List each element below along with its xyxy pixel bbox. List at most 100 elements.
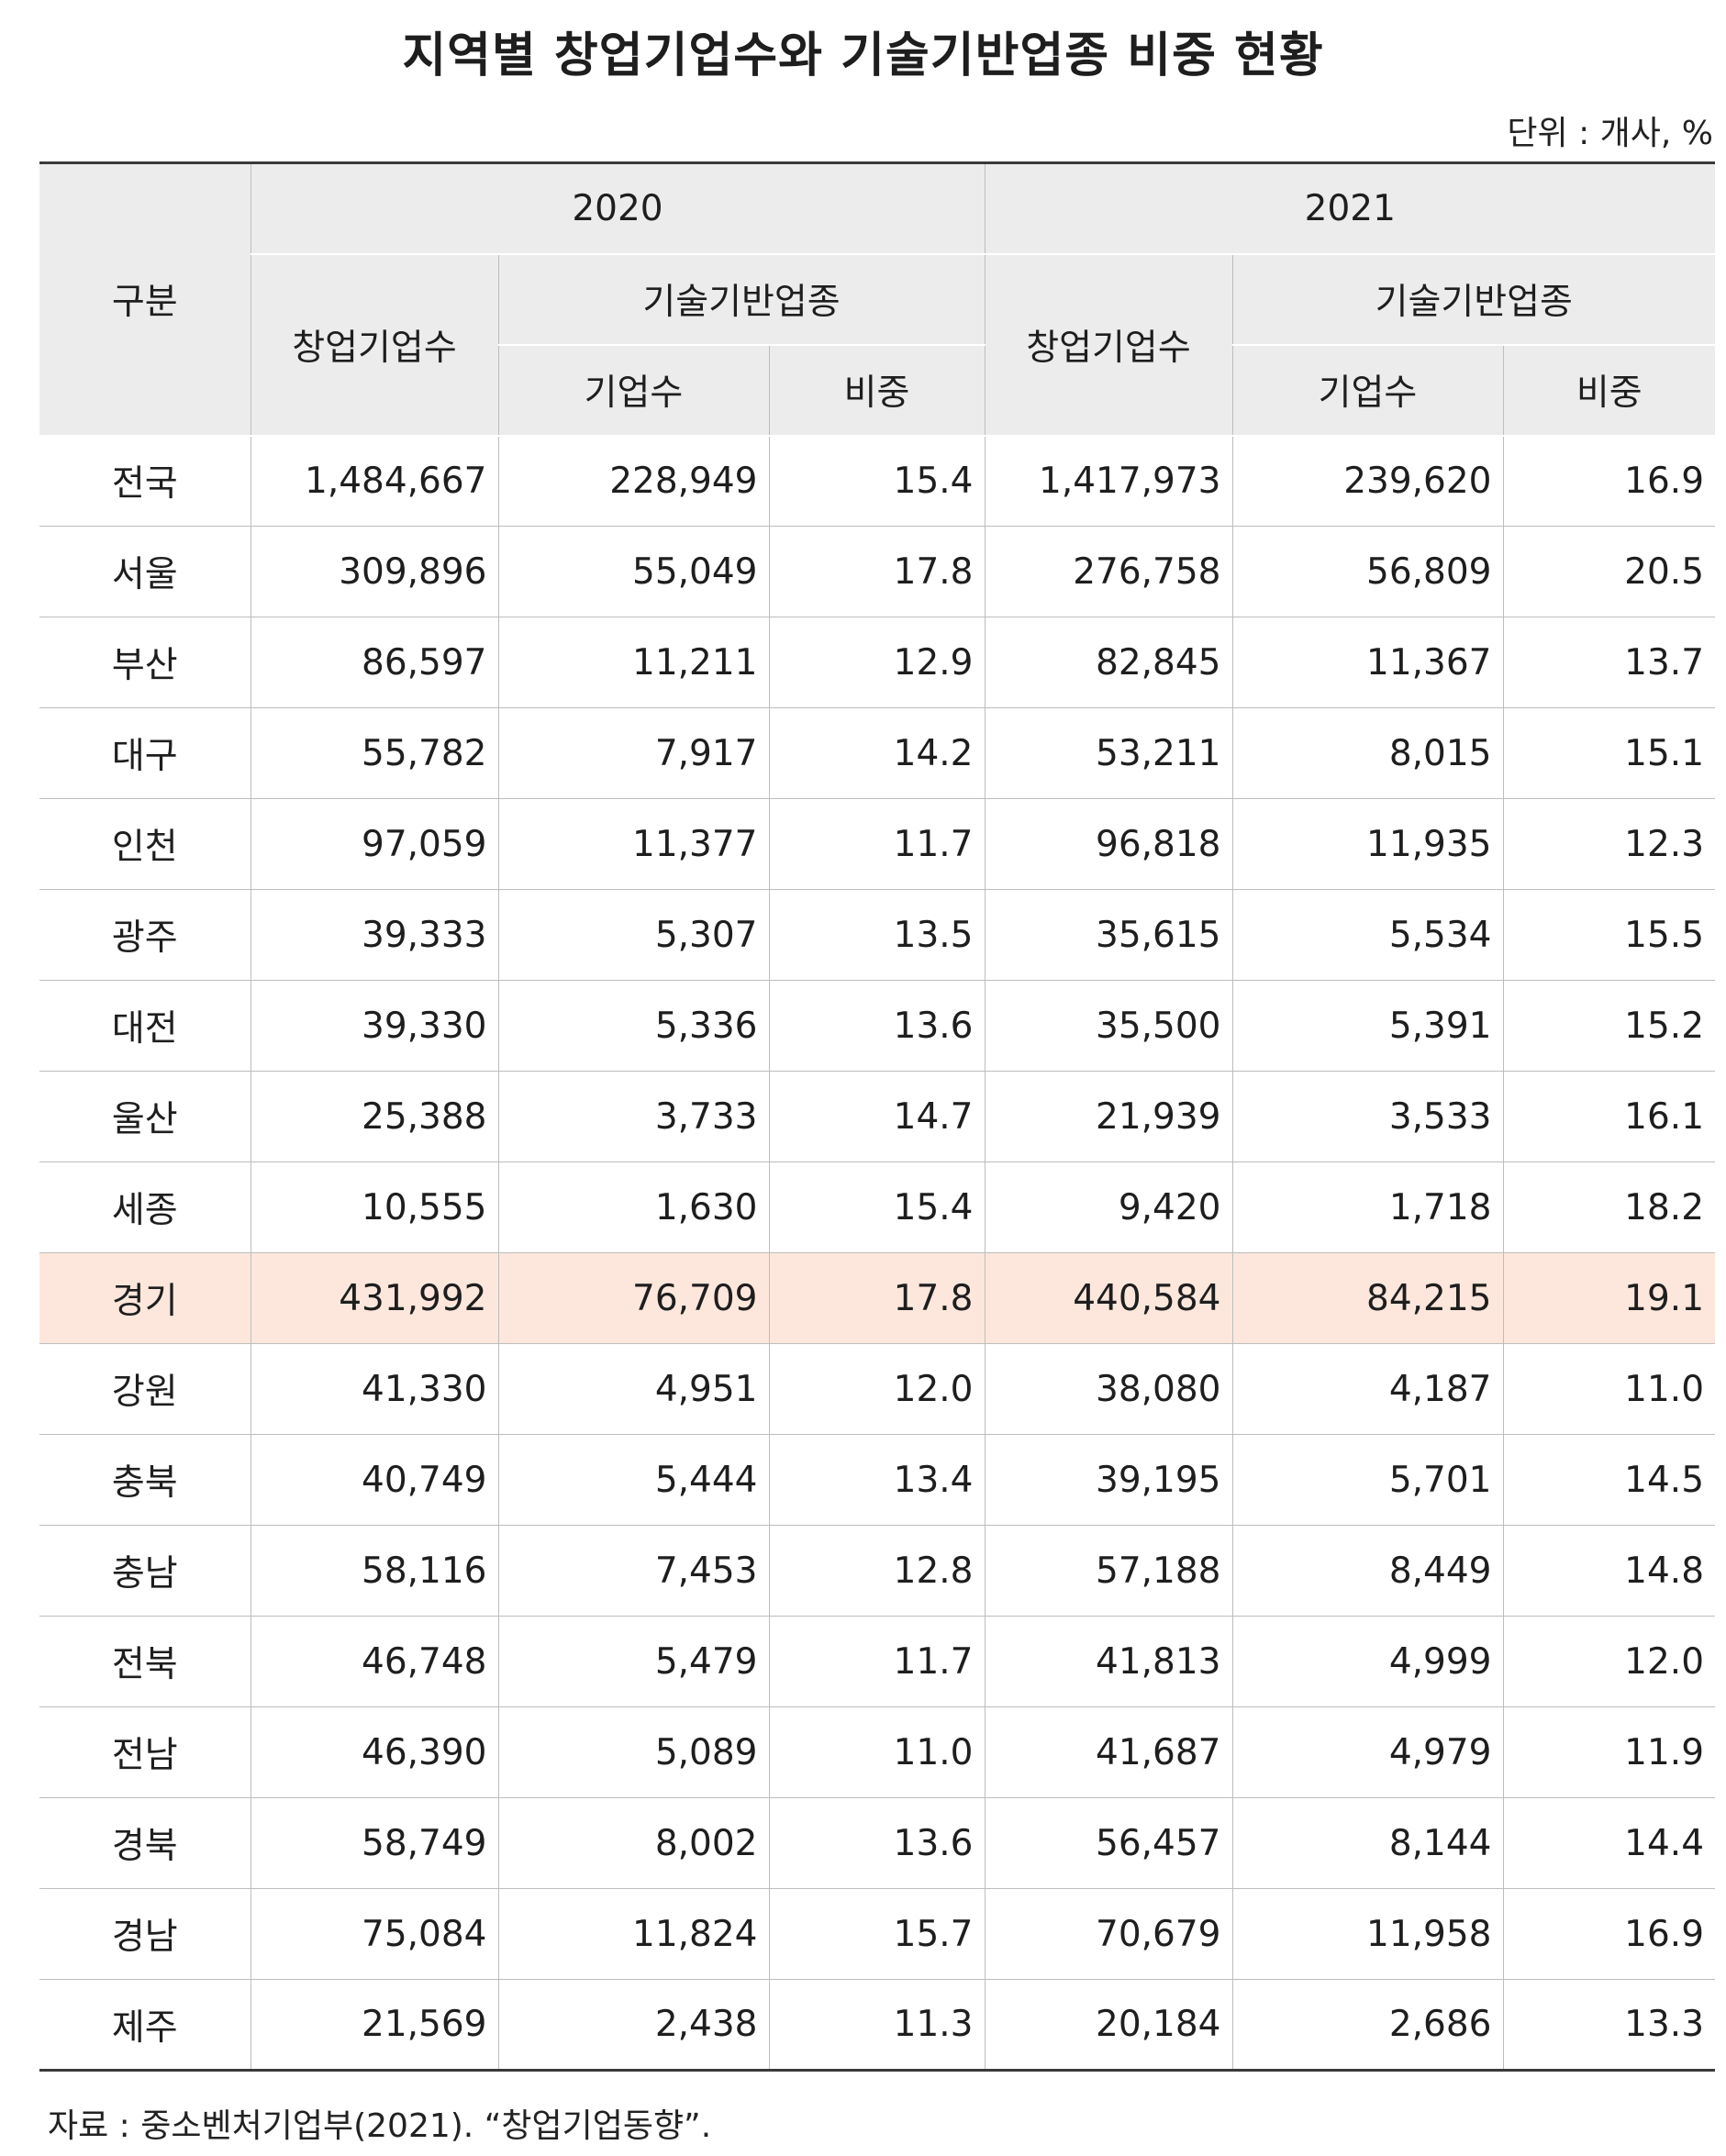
region-cell: 강원 — [39, 1343, 251, 1435]
tech-share-2020-cell: 14.7 — [768, 1071, 985, 1162]
startups-2021-cell: 96,818 — [984, 798, 1232, 890]
tech-companies-2021-cell: 11,958 — [1231, 1888, 1503, 1980]
startups-2021-cell: 276,758 — [984, 526, 1232, 617]
table-row: 세종 10,555 1,630 15.4 9,420 1,718 18.2 — [39, 1161, 1716, 1253]
table-row: 전남 46,390 5,089 11.0 41,687 4,979 11.9 — [39, 1706, 1716, 1798]
startups-2021-cell: 39,195 — [984, 1434, 1232, 1526]
tech-share-2021-cell: 12.0 — [1502, 1616, 1716, 1707]
tech-companies-2021-cell: 8,015 — [1231, 707, 1503, 799]
table-header: 구분 2020 2021 창업기업수 기술기반업종 창업기업수 기술기반업종 기… — [39, 161, 1716, 437]
tech-share-2021-cell: 16.1 — [1502, 1071, 1716, 1162]
startups-2021-cell: 440,584 — [984, 1252, 1232, 1344]
table-row: 인천 97,059 11,377 11.7 96,818 11,935 12.3 — [39, 798, 1716, 890]
tech-share-2021-cell: 16.9 — [1502, 435, 1716, 527]
header-year-2021: 2021 — [984, 161, 1716, 255]
tech-companies-2021-cell: 5,391 — [1231, 980, 1503, 1072]
startups-2020-cell: 39,330 — [250, 980, 498, 1072]
region-cell: 제주 — [39, 1979, 251, 2072]
startups-2021-cell: 57,188 — [984, 1525, 1232, 1617]
tech-companies-2021-cell: 8,449 — [1231, 1525, 1503, 1617]
tech-companies-2021-cell: 4,999 — [1231, 1616, 1503, 1707]
unit-label: 단위 : 개사, % — [1507, 115, 1713, 152]
tech-share-2020-cell: 11.7 — [768, 798, 985, 890]
tech-companies-2020-cell: 5,089 — [497, 1706, 769, 1798]
tech-share-2020-cell: 15.4 — [768, 435, 985, 527]
page-title: 지역별 창업기업수와 기술기반업종 비중 현황 — [402, 28, 1324, 83]
startups-2020-cell: 10,555 — [250, 1161, 498, 1253]
startups-2020-cell: 55,782 — [250, 707, 498, 799]
startups-2021-cell: 20,184 — [984, 1979, 1232, 2072]
table-row: 충북 40,749 5,444 13.4 39,195 5,701 14.5 — [39, 1434, 1716, 1526]
tech-companies-2021-cell: 11,367 — [1231, 617, 1503, 708]
header-companies-2021: 기업수 — [1231, 344, 1503, 437]
tech-companies-2021-cell: 84,215 — [1231, 1252, 1503, 1344]
tech-share-2021-cell: 15.1 — [1502, 707, 1716, 799]
tech-share-2020-cell: 17.8 — [768, 526, 985, 617]
startups-2020-cell: 58,116 — [250, 1525, 498, 1617]
tech-companies-2020-cell: 5,336 — [497, 980, 769, 1072]
tech-share-2021-cell: 11.0 — [1502, 1343, 1716, 1435]
tech-companies-2020-cell: 228,949 — [497, 435, 769, 527]
tech-companies-2020-cell: 11,211 — [497, 617, 769, 708]
tech-companies-2021-cell: 5,534 — [1231, 889, 1503, 981]
tech-companies-2021-cell: 5,701 — [1231, 1434, 1503, 1526]
tech-share-2021-cell: 20.5 — [1502, 526, 1716, 617]
region-cell: 경남 — [39, 1888, 251, 1980]
startups-2020-cell: 1,484,667 — [250, 435, 498, 527]
region-cell: 대구 — [39, 707, 251, 799]
header-share-2021: 비중 — [1502, 344, 1716, 437]
table-row: 경북 58,749 8,002 13.6 56,457 8,144 14.4 — [39, 1797, 1716, 1889]
source-note: 자료 : 중소벤처기업부(2021). “창업기업동향”. — [48, 2107, 712, 2145]
tech-companies-2020-cell: 11,377 — [497, 798, 769, 890]
tech-share-2021-cell: 11.9 — [1502, 1706, 1716, 1798]
tech-companies-2021-cell: 4,187 — [1231, 1343, 1503, 1435]
region-cell: 부산 — [39, 617, 251, 708]
region-cell: 경북 — [39, 1797, 251, 1889]
tech-share-2020-cell: 15.4 — [768, 1161, 985, 1253]
region-cell: 전국 — [39, 435, 251, 527]
startups-2021-cell: 38,080 — [984, 1343, 1232, 1435]
tech-share-2020-cell: 13.4 — [768, 1434, 985, 1526]
table-row: 경기 431,992 76,709 17.8 440,584 84,215 19.1 — [39, 1252, 1716, 1344]
tech-companies-2020-cell: 5,479 — [497, 1616, 769, 1707]
table-body: 전국 1,484,667 228,949 15.4 1,417,973 239,620 16… — [39, 435, 1716, 2072]
region-cell: 인천 — [39, 798, 251, 890]
region-cell: 충남 — [39, 1525, 251, 1617]
startups-2020-cell: 46,748 — [250, 1616, 498, 1707]
table-row: 제주 21,569 2,438 11.3 20,184 2,686 13.3 — [39, 1979, 1716, 2072]
tech-share-2021-cell: 13.3 — [1502, 1979, 1716, 2072]
tech-share-2021-cell: 14.5 — [1502, 1434, 1716, 1526]
tech-share-2021-cell: 15.2 — [1502, 980, 1716, 1072]
table-row: 대전 39,330 5,336 13.6 35,500 5,391 15.2 — [39, 980, 1716, 1072]
tech-companies-2021-cell: 56,809 — [1231, 526, 1503, 617]
tech-companies-2021-cell: 1,718 — [1231, 1161, 1503, 1253]
table-row: 강원 41,330 4,951 12.0 38,080 4,187 11.0 — [39, 1343, 1716, 1435]
table-row: 서울 309,896 55,049 17.8 276,758 56,809 20.5 — [39, 526, 1716, 617]
tech-share-2020-cell: 11.7 — [768, 1616, 985, 1707]
tech-companies-2021-cell: 239,620 — [1231, 435, 1503, 527]
startups-2021-cell: 82,845 — [984, 617, 1232, 708]
region-cell: 광주 — [39, 889, 251, 981]
startups-2020-cell: 40,749 — [250, 1434, 498, 1526]
tech-companies-2020-cell: 7,453 — [497, 1525, 769, 1617]
tech-companies-2021-cell: 2,686 — [1231, 1979, 1503, 2072]
startups-2020-cell: 46,390 — [250, 1706, 498, 1798]
tech-share-2020-cell: 14.2 — [768, 707, 985, 799]
tech-share-2020-cell: 13.6 — [768, 1797, 985, 1889]
tech-companies-2020-cell: 11,824 — [497, 1888, 769, 1980]
tech-companies-2021-cell: 11,935 — [1231, 798, 1503, 890]
startups-2021-cell: 70,679 — [984, 1888, 1232, 1980]
startups-2021-cell: 53,211 — [984, 707, 1232, 799]
region-cell: 서울 — [39, 526, 251, 617]
startups-2021-cell: 56,457 — [984, 1797, 1232, 1889]
tech-share-2020-cell: 13.5 — [768, 889, 985, 981]
table-row: 전북 46,748 5,479 11.7 41,813 4,999 12.0 — [39, 1616, 1716, 1707]
tech-companies-2021-cell: 4,979 — [1231, 1706, 1503, 1798]
tech-share-2021-cell: 13.7 — [1502, 617, 1716, 708]
region-cell: 충북 — [39, 1434, 251, 1526]
tech-companies-2020-cell: 1,630 — [497, 1161, 769, 1253]
startups-2020-cell: 75,084 — [250, 1888, 498, 1980]
startups-2020-cell: 58,749 — [250, 1797, 498, 1889]
startups-2020-cell: 431,992 — [250, 1252, 498, 1344]
startups-2020-cell: 309,896 — [250, 526, 498, 617]
